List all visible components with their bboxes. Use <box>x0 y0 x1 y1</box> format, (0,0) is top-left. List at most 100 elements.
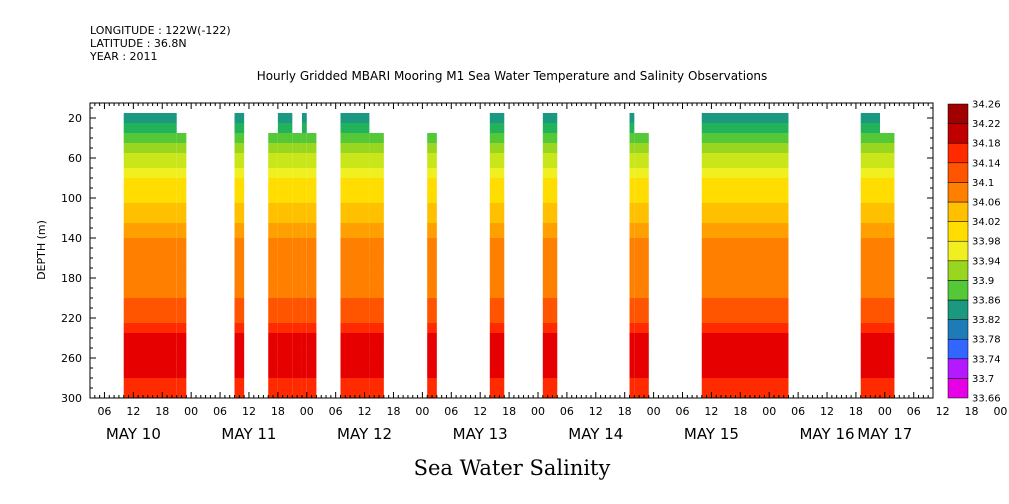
data-cell <box>176 378 187 384</box>
x-tick-label: 18 <box>733 405 747 418</box>
data-segment <box>880 133 895 399</box>
data-cell <box>301 363 307 369</box>
data-cell <box>123 208 177 214</box>
data-cell <box>292 263 302 269</box>
data-cell <box>277 313 293 319</box>
data-cell <box>701 358 789 364</box>
data-cell <box>880 303 895 309</box>
data-cell <box>369 298 384 304</box>
colorbar-swatch <box>947 142 969 164</box>
data-cell <box>634 203 649 209</box>
data-cell <box>306 373 317 379</box>
data-cell <box>701 348 789 354</box>
data-cell <box>427 318 437 324</box>
data-cell <box>880 358 895 364</box>
colorbar-label: 34.26 <box>972 100 1001 111</box>
data-cell <box>369 273 384 279</box>
data-cell <box>123 318 177 324</box>
data-cell <box>292 313 302 319</box>
data-cell <box>860 158 881 164</box>
data-cell <box>489 123 505 129</box>
data-segment <box>176 133 187 399</box>
data-cell <box>860 373 881 379</box>
data-cell <box>292 333 302 339</box>
data-cell <box>277 388 293 394</box>
data-cell <box>629 238 635 244</box>
data-cell <box>629 153 635 159</box>
data-cell <box>268 173 278 179</box>
data-cell <box>277 183 293 189</box>
data-cell <box>176 198 187 204</box>
data-cell <box>860 118 881 124</box>
data-cell <box>701 273 789 279</box>
data-cell <box>123 148 177 154</box>
data-cell <box>860 313 881 319</box>
data-cell <box>629 203 635 209</box>
data-cell <box>369 183 384 189</box>
data-cell <box>880 298 895 304</box>
data-cell <box>176 233 187 239</box>
data-cell <box>301 143 307 149</box>
data-cell <box>301 193 307 199</box>
data-cell <box>634 273 649 279</box>
data-cell <box>306 253 317 259</box>
data-cell <box>542 353 558 359</box>
data-cell <box>306 203 317 209</box>
data-cell <box>489 283 505 289</box>
data-cell <box>542 263 558 269</box>
data-cell <box>427 243 437 249</box>
colorbar: 33.66 33.7 33.74 33.78 33.82 33.86 33.9 33.94 33… <box>947 100 1001 405</box>
data-cell <box>542 208 558 214</box>
data-cell <box>634 338 649 344</box>
data-cell <box>489 313 505 319</box>
data-cell <box>701 323 789 329</box>
data-cell <box>542 258 558 264</box>
data-cell <box>701 373 789 379</box>
data-cell <box>489 388 505 394</box>
data-cell <box>292 298 302 304</box>
data-cell <box>880 218 895 224</box>
data-cell <box>301 138 307 144</box>
data-cell <box>292 278 302 284</box>
data-cell <box>268 313 278 319</box>
data-cell <box>542 138 558 144</box>
data-cell <box>340 363 370 369</box>
data-cell <box>701 243 789 249</box>
data-cell <box>542 113 558 119</box>
data-cell <box>277 153 293 159</box>
data-cell <box>542 303 558 309</box>
data-cell <box>634 363 649 369</box>
data-cell <box>268 378 278 384</box>
data-cell <box>701 158 789 164</box>
data-cell <box>277 393 293 399</box>
data-cell <box>880 138 895 144</box>
data-cell <box>277 188 293 194</box>
data-cell <box>629 183 635 189</box>
data-cell <box>860 173 881 179</box>
data-cell <box>860 278 881 284</box>
data-cell <box>340 293 370 299</box>
data-cell <box>234 328 245 334</box>
data-cell <box>268 133 278 139</box>
data-cell <box>277 218 293 224</box>
data-cell <box>234 233 245 239</box>
data-cell <box>306 268 317 274</box>
data-cell <box>268 318 278 324</box>
data-cell <box>123 258 177 264</box>
data-cell <box>880 283 895 289</box>
data-cell <box>176 348 187 354</box>
data-cell <box>340 213 370 219</box>
data-cell <box>277 173 293 179</box>
day-label: MAY 15 <box>684 425 739 443</box>
data-cell <box>176 313 187 319</box>
data-cell <box>369 223 384 229</box>
data-cell <box>629 343 635 349</box>
data-cell <box>306 293 317 299</box>
data-cell <box>301 378 307 384</box>
data-cell <box>860 288 881 294</box>
data-cell <box>629 333 635 339</box>
data-cell <box>277 228 293 234</box>
data-cell <box>301 223 307 229</box>
data-cell <box>369 228 384 234</box>
data-cell <box>701 228 789 234</box>
